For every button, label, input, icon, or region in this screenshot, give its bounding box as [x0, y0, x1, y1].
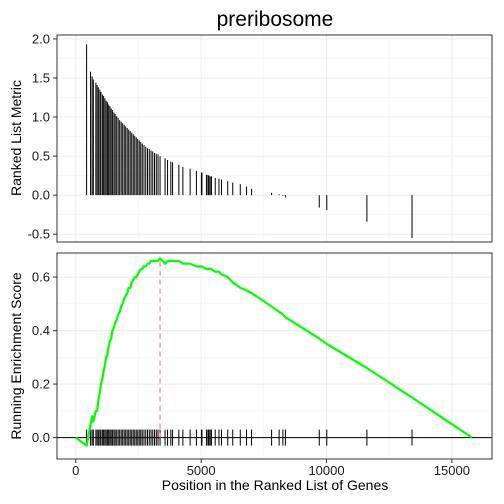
x-tick-label: 0	[72, 463, 79, 478]
running-score-frame	[56, 252, 493, 460]
running-score-y-axis-title: Running Enrichment Score	[8, 272, 24, 440]
ranked-metric-y-ticks: 2.0 1.5 1.0 0.5 0.0 -0.5	[28, 31, 57, 242]
running-score-y-ticks: 0.6 0.4 0.2 0.0	[32, 270, 57, 445]
running-score-grid	[57, 253, 492, 459]
ranked-metric-frame	[56, 34, 493, 243]
x-axis-title: Position in the Ranked List of Genes	[162, 477, 388, 493]
running-enrichment-score-line	[75, 257, 473, 447]
y-tick-label: 1.5	[32, 70, 50, 85]
x-tick-label: 10000	[308, 463, 344, 478]
y-tick-label: 0.5	[32, 149, 50, 164]
y-tick-label: 0.4	[32, 323, 50, 338]
y-tick-label: -0.5	[28, 227, 50, 242]
running-score-panel: 0.6 0.4 0.2 0.0 0 5000 10000 15000	[32, 252, 493, 478]
y-tick-label: 0.0	[32, 430, 50, 445]
ranked-metric-bars	[86, 44, 413, 239]
y-tick-label: 0.0	[32, 188, 50, 203]
y-tick-label: 1.0	[32, 110, 50, 125]
y-tick-label: 0.2	[32, 377, 50, 392]
ranked-metric-panel: 2.0 1.5 1.0 0.5 0.0 -0.5	[28, 31, 493, 243]
running-score-x-ticks: 0 5000 10000 15000	[72, 459, 470, 478]
y-tick-label: 0.6	[32, 270, 50, 285]
ranked-metric-grid	[57, 35, 492, 242]
y-tick-label: 2.0	[32, 31, 50, 46]
x-tick-label: 15000	[434, 463, 470, 478]
ranked-metric-y-axis-title: Ranked List Metric	[8, 80, 24, 196]
chart-title: preribosome	[217, 8, 334, 31]
x-tick-label: 5000	[187, 463, 216, 478]
